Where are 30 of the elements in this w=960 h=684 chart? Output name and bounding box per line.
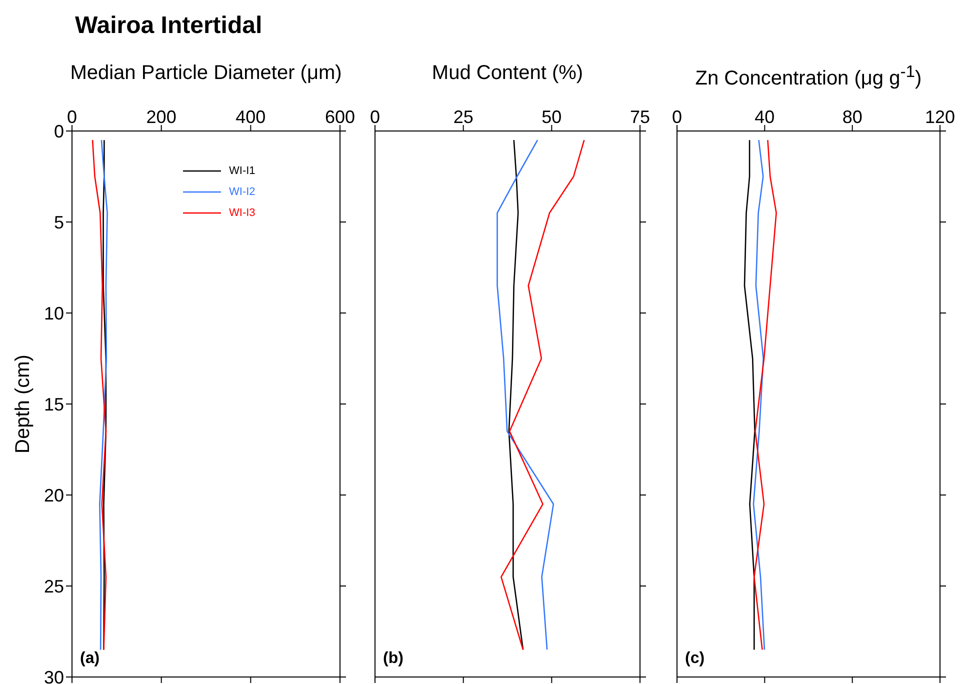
y-tick-label: 0 [54, 121, 64, 142]
x-axis-title: Mud Content (%) [430, 62, 584, 85]
x-tick-label: 0 [672, 107, 682, 127]
chart-title: Wairoa Intertidal [75, 12, 262, 40]
x-tick-label: 0 [66, 107, 78, 127]
y-tick-label: 15 [44, 394, 64, 414]
x-axis-title: Zn Concentration (μg g$^{-1}$) [694, 62, 923, 91]
y-tick-label: 25 [44, 576, 64, 596]
x-tick-label: 600 [324, 107, 356, 127]
x-tick-label: 75 [630, 107, 650, 127]
x-tick-label: 200 [146, 107, 176, 127]
x-tick-label: 0 [370, 107, 380, 127]
x-tick-label: 400 [236, 107, 266, 127]
annotation: (a) [80, 650, 100, 668]
legend-label: WI-I3 [229, 206, 256, 218]
x-axis-title: Median Particle Diameter (μm) [69, 62, 343, 85]
x-tick-label: 50 [542, 107, 562, 127]
x-tick-label: 40 [754, 107, 775, 127]
y-tick-label: 20 [44, 485, 64, 506]
y-axis-title: Depth (cm) [12, 354, 34, 454]
y-tick-label: 10 [44, 303, 64, 324]
annotation: (c) [685, 650, 705, 668]
y-tick-label: 5 [54, 212, 64, 232]
annotation: (b) [383, 650, 404, 668]
legend-label: WI-I1 [229, 164, 256, 176]
legend-label: WI-I2 [229, 186, 256, 198]
y-tick-label: 30 [44, 667, 64, 684]
x-tick-label: 25 [453, 107, 474, 127]
x-tick-label: 80 [842, 107, 862, 127]
x-tick-label: 120 [924, 107, 956, 127]
